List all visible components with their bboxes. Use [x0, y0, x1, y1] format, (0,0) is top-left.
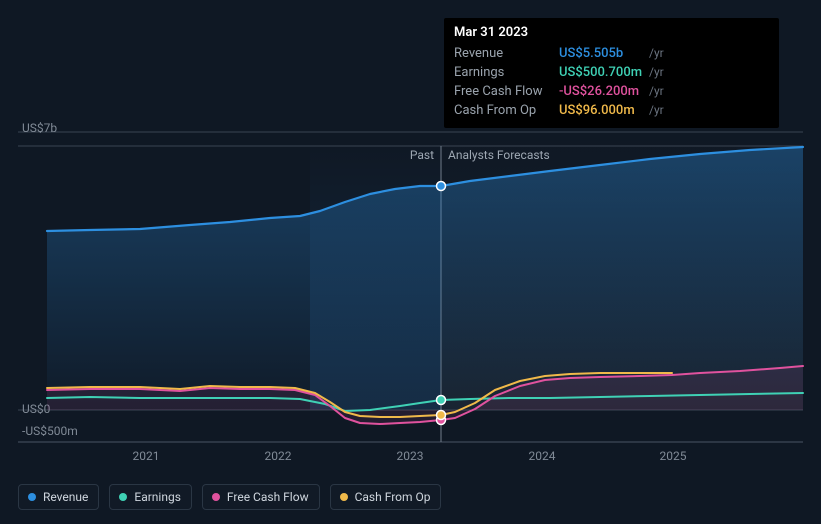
- marker-cfo: [437, 411, 446, 420]
- tooltip-row-label: Cash From Op: [454, 101, 559, 120]
- tooltip-row: Cash From OpUS$96.000m/yr: [454, 101, 769, 120]
- tooltip-row: EarningsUS$500.700m/yr: [454, 63, 769, 82]
- chart-legend: Revenue Earnings Free Cash Flow Cash From O…: [18, 484, 441, 510]
- y-label-neg: -US$500m: [22, 424, 78, 438]
- legend-item-revenue[interactable]: Revenue: [18, 484, 99, 510]
- tooltip-row-label: Revenue: [454, 44, 559, 63]
- x-label-year: 2025: [660, 449, 687, 463]
- x-label-year: 2023: [397, 449, 424, 463]
- marker-earnings: [437, 396, 446, 405]
- marker-revenue: [437, 182, 446, 191]
- tooltip-row-unit: /yr: [649, 63, 769, 82]
- y-label-zero: US$0: [22, 402, 51, 416]
- tooltip-row: RevenueUS$5.505b/yr: [454, 44, 769, 63]
- tooltip-row-value: US$500.700m: [559, 63, 649, 82]
- legend-dot-icon: [340, 493, 348, 501]
- tooltip-row-unit: /yr: [649, 82, 769, 101]
- legend-item-fcf[interactable]: Free Cash Flow: [202, 484, 320, 510]
- tooltip-row-label: Free Cash Flow: [454, 82, 559, 101]
- x-label-year: 2022: [265, 449, 292, 463]
- tooltip-row-unit: /yr: [649, 44, 769, 63]
- tooltip-date: Mar 31 2023: [454, 24, 769, 42]
- tooltip-row-value: -US$26.200m: [559, 82, 649, 101]
- legend-item-earnings[interactable]: Earnings: [109, 484, 192, 510]
- legend-dot-icon: [119, 493, 127, 501]
- legend-item-cfo[interactable]: Cash From Op: [330, 484, 442, 510]
- tooltip-row: Free Cash Flow-US$26.200m/yr: [454, 82, 769, 101]
- y-label-top: US$7b: [22, 121, 57, 135]
- legend-item-label: Earnings: [134, 490, 181, 504]
- legend-item-label: Revenue: [43, 490, 88, 504]
- label-past: Past: [410, 148, 434, 162]
- label-forecast: Analysts Forecasts: [448, 148, 550, 162]
- tooltip-row-value: US$96.000m: [559, 101, 649, 120]
- tooltip-table: RevenueUS$5.505b/yrEarningsUS$500.700m/y…: [454, 44, 769, 120]
- chart-tooltip: Mar 31 2023 RevenueUS$5.505b/yrEarningsU…: [444, 18, 779, 128]
- financials-chart: US$7b US$0 -US$500m 2021 2022 2023 2024 2025 Pas…: [0, 0, 821, 524]
- legend-item-label: Free Cash Flow: [227, 490, 309, 504]
- tooltip-row-value: US$5.505b: [559, 44, 649, 63]
- x-label-year: 2024: [529, 449, 556, 463]
- tooltip-row-label: Earnings: [454, 63, 559, 82]
- legend-item-label: Cash From Op: [355, 490, 431, 504]
- legend-dot-icon: [28, 493, 36, 501]
- tooltip-row-unit: /yr: [649, 101, 769, 120]
- legend-dot-icon: [212, 493, 220, 501]
- x-label-year: 2021: [133, 449, 160, 463]
